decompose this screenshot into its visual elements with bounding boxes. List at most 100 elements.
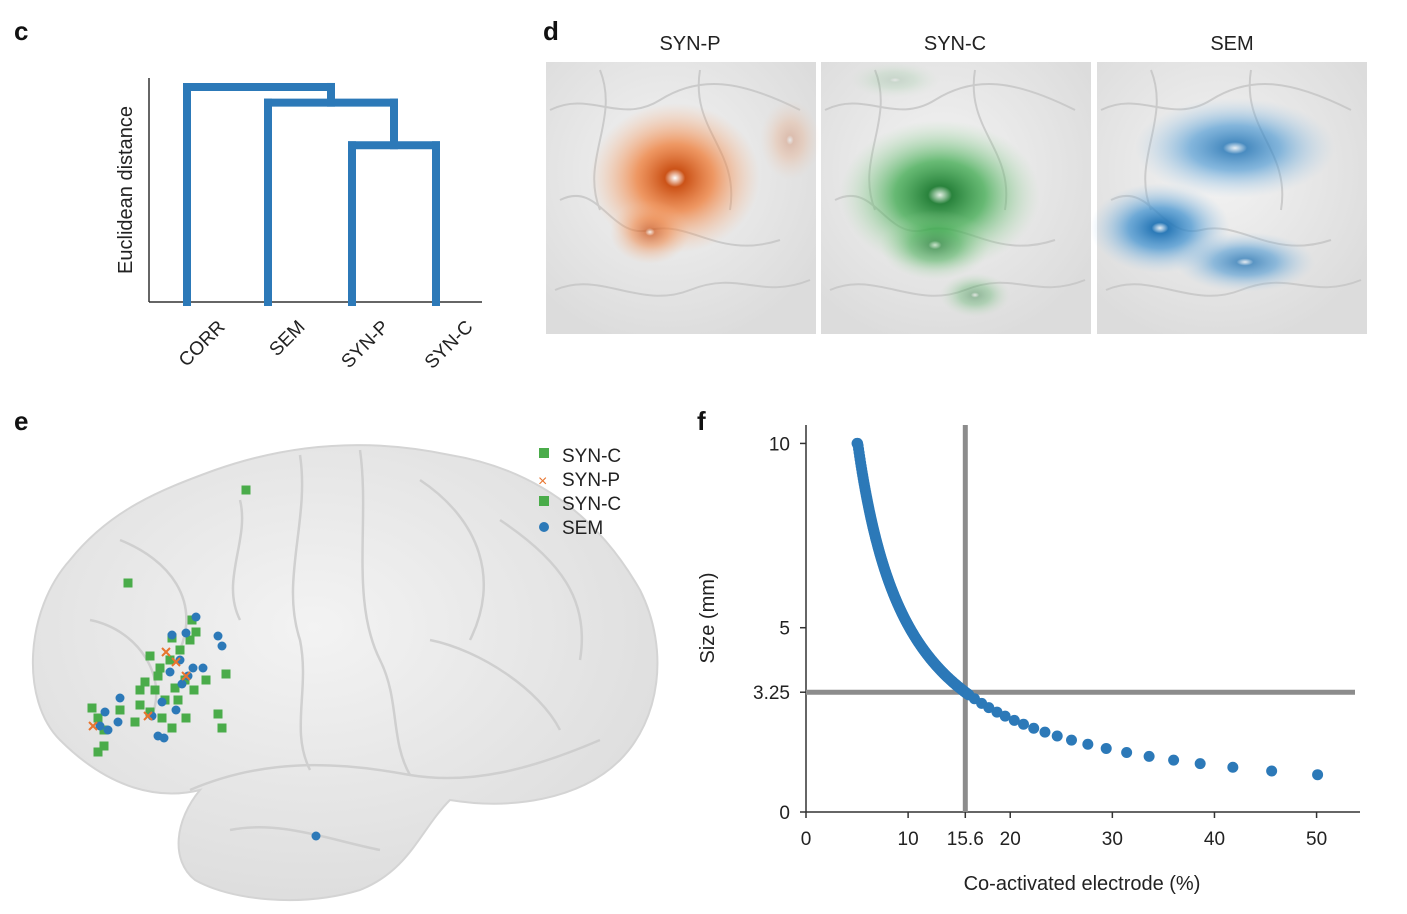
legend-marker-square [539,448,549,458]
size-curve-point [1039,726,1051,738]
electrode-syn-c-marker [201,675,211,685]
size-curve-ticks: 0 10 15.6 20 30 40 50 0 3.25 5 10 [753,434,1327,850]
electrode-syn-c-marker [87,703,97,713]
x-tick-label: 10 [898,829,919,850]
electrode-syn-c-marker [140,677,150,687]
size-curve-point [1082,738,1094,750]
electrode-sem-marker [165,667,175,677]
size-curve-point [983,702,995,714]
panel-c-letter: c [14,16,29,46]
size-curve-points [851,437,1324,781]
electrode-syn-c-marker [175,645,185,655]
x-tick-label: 15.6 [947,829,984,850]
size-curve-point [1121,746,1133,758]
electrode-syn-c-marker [181,713,191,723]
panel-e-letter: e [14,406,29,436]
electrode-syn-p-marker [181,671,191,681]
electrode-syn-c-marker [185,635,195,645]
heatmap-title-syn-p: SYN-P [659,33,720,55]
heatmap-title-sem: SEM [1210,33,1253,55]
size-curve-point [1227,761,1239,773]
legend-label: SYN-P [562,470,620,491]
electrode-sem-marker [311,831,321,841]
size-curve-panel: 0 10 15.6 20 30 40 50 0 3.25 5 10 Co-activated ele… [697,425,1360,895]
electrode-syn-p-marker [88,721,98,731]
dendrogram-leaf-label: CORR [175,317,229,371]
electrode-sem-marker [100,707,110,717]
heatmap-panel: SYN-P SYN-C SEM [546,33,1367,334]
electrode-syn-p-marker [161,647,171,657]
electrode-sem-marker [95,721,105,731]
heatmap-syn-p [546,62,820,334]
electrode-sem-marker [171,705,181,715]
electrode-syn-c-marker [155,663,165,673]
electrode-sem-marker [213,631,223,641]
y-tick-label: 3.25 [753,683,790,704]
size-curve-point [991,706,1003,718]
electrode-sem-marker [113,717,123,727]
electrode-syn-c-marker [135,685,145,695]
electrode-sem-marker [175,655,185,665]
dendrogram-leaf-label: SEM [266,317,310,361]
y-tick-label: 5 [779,619,790,640]
electrode-syn-c-marker [187,615,197,625]
electrode-sem-marker [183,671,193,681]
brain-legend: SYN-C × SYN-P SYN-C SEM [538,446,621,539]
x-tick-label: 30 [1102,829,1123,850]
electrode-syn-p-marker [171,657,181,667]
brain-electrode-markers [87,485,321,841]
electrode-sem-marker [191,612,201,622]
electrode-syn-c-marker [153,671,163,681]
dendrogram-ylabel: Euclidean distance [115,106,137,274]
legend-marker-square [539,496,549,506]
heatmap-syn-c [821,62,1091,334]
electrode-syn-c-marker [217,723,227,733]
electrode-syn-c-marker [167,723,177,733]
electrode-syn-c-marker [130,717,140,727]
size-curve-point [1028,722,1040,734]
electrode-syn-c-marker [170,683,180,693]
dendrogram-leaf-label: SYN-C [421,317,478,374]
legend-label: SEM [562,518,603,539]
size-curve-point [1100,742,1112,754]
electrode-syn-c-marker [173,695,183,705]
x-tick-label: 50 [1306,829,1327,850]
electrode-syn-c-marker [123,578,133,588]
brain-electrode-panel: SYN-C × SYN-P SYN-C SEM [31,444,659,901]
electrode-syn-c-marker [157,713,167,723]
size-curve-point [1266,765,1278,777]
electrode-syn-c-marker [165,655,175,665]
brain-image [31,444,659,901]
size-curve-point [1066,734,1077,746]
electrode-syn-c-marker [99,741,109,751]
size-curve-point [1051,730,1063,742]
electrode-sem-marker [188,663,198,673]
size-curve-ylabel: Size (mm) [697,572,719,663]
electrode-syn-c-marker [189,685,199,695]
electrode-syn-c-marker [115,705,125,715]
electrode-sem-marker [198,663,208,673]
dendrogram-links [183,82,440,306]
size-curve-point [1143,750,1155,762]
electrode-sem-marker [167,630,177,640]
size-curve-point [1312,769,1324,781]
dendrogram-leaf-label: SYN-P [338,317,394,373]
heatmap-title-syn-c: SYN-C [924,33,986,55]
size-curve-point [999,710,1011,722]
electrode-sem-marker [159,733,169,743]
electrode-syn-c-marker [93,713,103,723]
size-curve-point [1168,754,1180,766]
legend-marker-circle [539,522,549,532]
electrode-sem-marker [115,693,125,703]
x-tick-label: 40 [1204,829,1225,850]
electrode-sem-marker [217,641,227,651]
electrode-syn-c-marker [241,485,251,495]
electrode-sem-marker [177,679,187,689]
electrode-sem-marker [157,697,167,707]
electrode-syn-c-marker [145,651,155,661]
size-curve-xlabel: Co-activated electrode (%) [964,873,1201,895]
y-tick-label: 0 [779,803,790,824]
electrode-syn-c-marker [213,709,223,719]
electrode-sem-marker [181,628,191,638]
